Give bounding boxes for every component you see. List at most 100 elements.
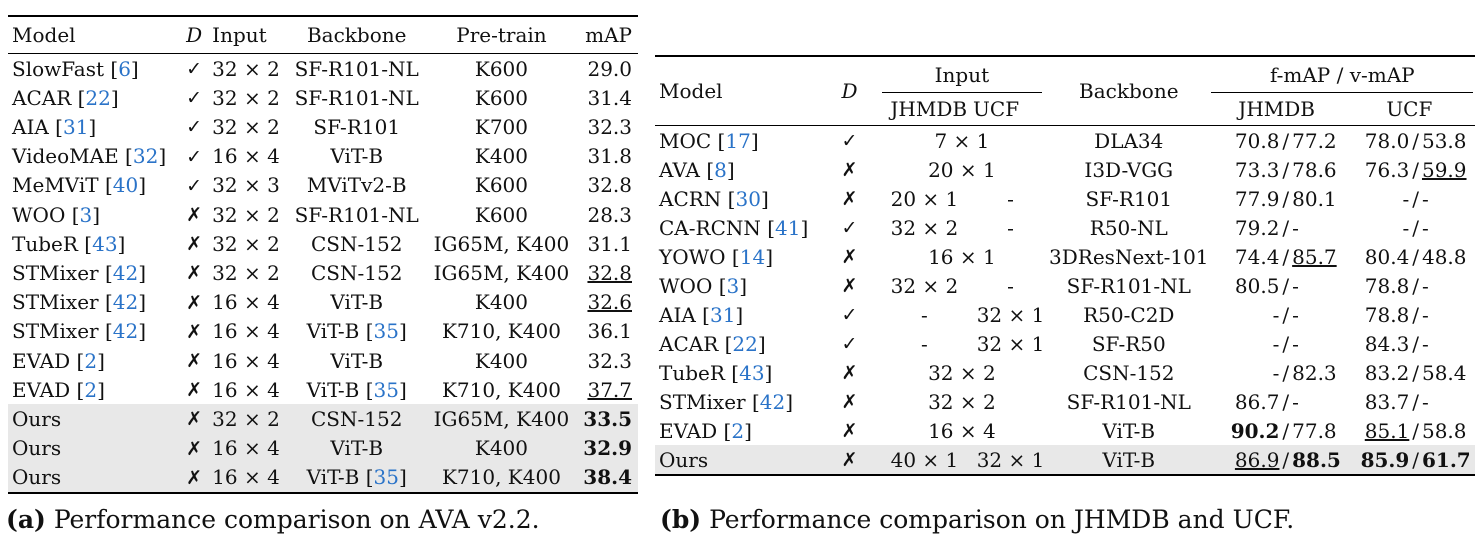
metric-value: 78.6 — [1292, 157, 1337, 182]
header-backbone: Backbone — [287, 15, 426, 54]
table-row: TubeR [43] ✗ 32 × 2 CSN-152 IG65M, K400 31.1 — [8, 229, 638, 258]
cell-backbone: SF-R101 — [1085, 186, 1173, 211]
citation-link: 22 — [85, 85, 111, 110]
model-name: STMixer — [12, 290, 99, 315]
check-icon: ✓ — [186, 174, 203, 197]
cell-jhmdb-vmap: - — [1292, 387, 1344, 416]
table-row: Ours ✗ 16 × 4 ViT-B [35] K710, K400 38.4 — [8, 462, 638, 495]
citation-link: 3 — [726, 273, 740, 298]
table-row: AIA [31] ✓ -32 × 1 R50-C2D - / -78.8/- — [655, 300, 1475, 329]
table-row: STMixer [42] ✗ 16 × 4 ViT-B [35] K710, K400 3… — [8, 317, 638, 346]
cell-ucf-fmap: 78.8 — [1344, 271, 1410, 300]
caption-b-text: Performance comparison on JHMDB and UCF. — [709, 505, 1295, 534]
citation-link: 6 — [118, 56, 131, 81]
cell-input-ucf: - — [1007, 215, 1014, 240]
cell-d: ✓ — [823, 329, 876, 358]
map-value: 32.3 — [587, 348, 632, 373]
cell-d: ✓ — [184, 83, 212, 112]
citation-link: 3 — [79, 202, 93, 227]
cell-ucf-fmap: 83.2 — [1344, 358, 1410, 387]
table-row: MOC [17] ✓ 7 × 1 DLA34 70.8/77.2 78.0/53.8 — [655, 125, 1475, 155]
cell-input-ucf: - — [1007, 186, 1014, 211]
cross-icon: ✗ — [186, 204, 203, 227]
model-name: TubeR — [659, 360, 725, 385]
slash-separator: / — [1412, 273, 1420, 298]
model-name: ACAR — [659, 331, 719, 356]
slash-separator: / — [1279, 125, 1293, 155]
slash-separator: / — [1412, 331, 1420, 356]
map-value: 31.1 — [587, 231, 632, 256]
cell-model: MOC [17] — [655, 125, 824, 155]
metric-value: 74.4 — [1234, 244, 1280, 269]
citation-link: 42 — [112, 290, 139, 315]
cell-d: ✗ — [823, 445, 876, 476]
cell-input: 32 × 2 — [212, 260, 280, 285]
cell-pretrain: IG65M, K400 — [425, 404, 577, 434]
cell-input: 32 × 2 — [212, 85, 280, 110]
cell-d: ✓ — [184, 142, 212, 171]
table-row: AVA [8] ✗ 20 × 1 I3D-VGG 73.3/78.6 76.3/59.9 — [655, 155, 1475, 184]
backbone-name: ViT-B — [306, 465, 360, 490]
citation-link: 42 — [112, 260, 139, 285]
slash-separator: / — [1282, 360, 1290, 385]
cell-d: ✓ — [823, 300, 876, 329]
backbone-name: SF-R101-NL — [294, 56, 419, 81]
check-icon: ✓ — [841, 333, 858, 355]
cell-jhmdb-vmap: - — [1292, 300, 1344, 329]
model-name: ACAR — [12, 85, 72, 110]
cell-input-ucf: 32 × 1 — [976, 302, 1045, 327]
cell-backbone: ViT-B [35] — [287, 462, 426, 495]
metric-value: - — [1292, 389, 1299, 414]
cell-pretrain: K600 — [474, 85, 529, 110]
cell-model: CA-RCNN [41] — [659, 215, 809, 240]
model-name: VideoMAE — [12, 144, 119, 169]
cell-backbone: ViT-B — [288, 288, 426, 317]
map-value: 31.8 — [587, 144, 632, 169]
backbone-name: ViT-B — [306, 377, 360, 402]
table-row: ACAR [22] ✓ -32 × 1 SF-R50- / -84.3/- — [655, 329, 1475, 358]
cell-model: EVAD [2] — [659, 418, 752, 443]
cell-backbone: ViT-B — [1102, 418, 1156, 443]
table-row: CA-RCNN [41] ✓ 32 × 2- R50-NL 79.2/- - / - — [655, 213, 1475, 242]
cell-input: 32 × 2 — [928, 360, 996, 385]
model-name: WOO — [659, 273, 713, 298]
slash-separator: / — [1282, 418, 1290, 443]
metric-value: 73.3 — [1234, 157, 1280, 182]
cell-d: ✓ — [184, 112, 212, 141]
cell-d: ✗ — [184, 404, 213, 434]
map-value: 32.3 — [587, 114, 632, 139]
cell-input-jhmdb: 20 × 1 — [890, 186, 959, 211]
metric-value: 86.7 — [1234, 389, 1280, 414]
cell-input-jhmdb: - — [921, 302, 928, 327]
cross-icon: ✗ — [841, 246, 858, 268]
caption-a-text: Performance comparison on AVA v2.2. — [53, 505, 540, 534]
cell-input: 16 × 4 — [212, 144, 280, 169]
table-a-body: SlowFast [6] ✓ 32 × 2 SF-R101-NL K600 29.0 ACA… — [8, 53, 638, 495]
metric-value: - — [1421, 389, 1429, 414]
cell-backbone: ViT-B — [288, 346, 426, 375]
backbone-name: CSN-152 — [311, 406, 403, 431]
model-name: STMixer — [12, 260, 99, 285]
cell-map: 29.0 — [577, 53, 638, 84]
cell-backbone: ViT-B — [287, 433, 426, 463]
cell-d: ✗ — [184, 258, 212, 287]
table-row: ACRN [30] ✗ 20 × 1- SF-R101 77.9/80.1- / - — [655, 184, 1475, 213]
cell-map: 32.3 — [577, 112, 638, 141]
metric-value: 80.1 — [1292, 186, 1337, 211]
cell-jhmdb-fmap: 80.5 — [1210, 271, 1280, 300]
cell-pretrain: IG65M, K400 — [433, 231, 570, 256]
citation-link: 22 — [732, 331, 758, 356]
backbone-name: CSN-152 — [311, 260, 403, 285]
model-name: CA-RCNN — [659, 215, 761, 240]
map-value: 32.8 — [587, 260, 632, 285]
cell-map: 37.7 — [577, 375, 638, 404]
backbone-name: SF-R101-NL — [294, 85, 419, 110]
model-name: STMixer — [12, 319, 99, 344]
cell-d: ✗ — [184, 433, 213, 463]
cell-input: 16 × 4 — [212, 290, 280, 315]
cell-ucf-fmap: 80.4 — [1344, 242, 1410, 271]
cell-model: STMixer [42] — [12, 319, 147, 344]
cell-jhmdb-fmap: 70.8 — [1209, 125, 1280, 155]
map-value: 36.1 — [587, 319, 632, 344]
model-name: EVAD — [12, 377, 71, 402]
